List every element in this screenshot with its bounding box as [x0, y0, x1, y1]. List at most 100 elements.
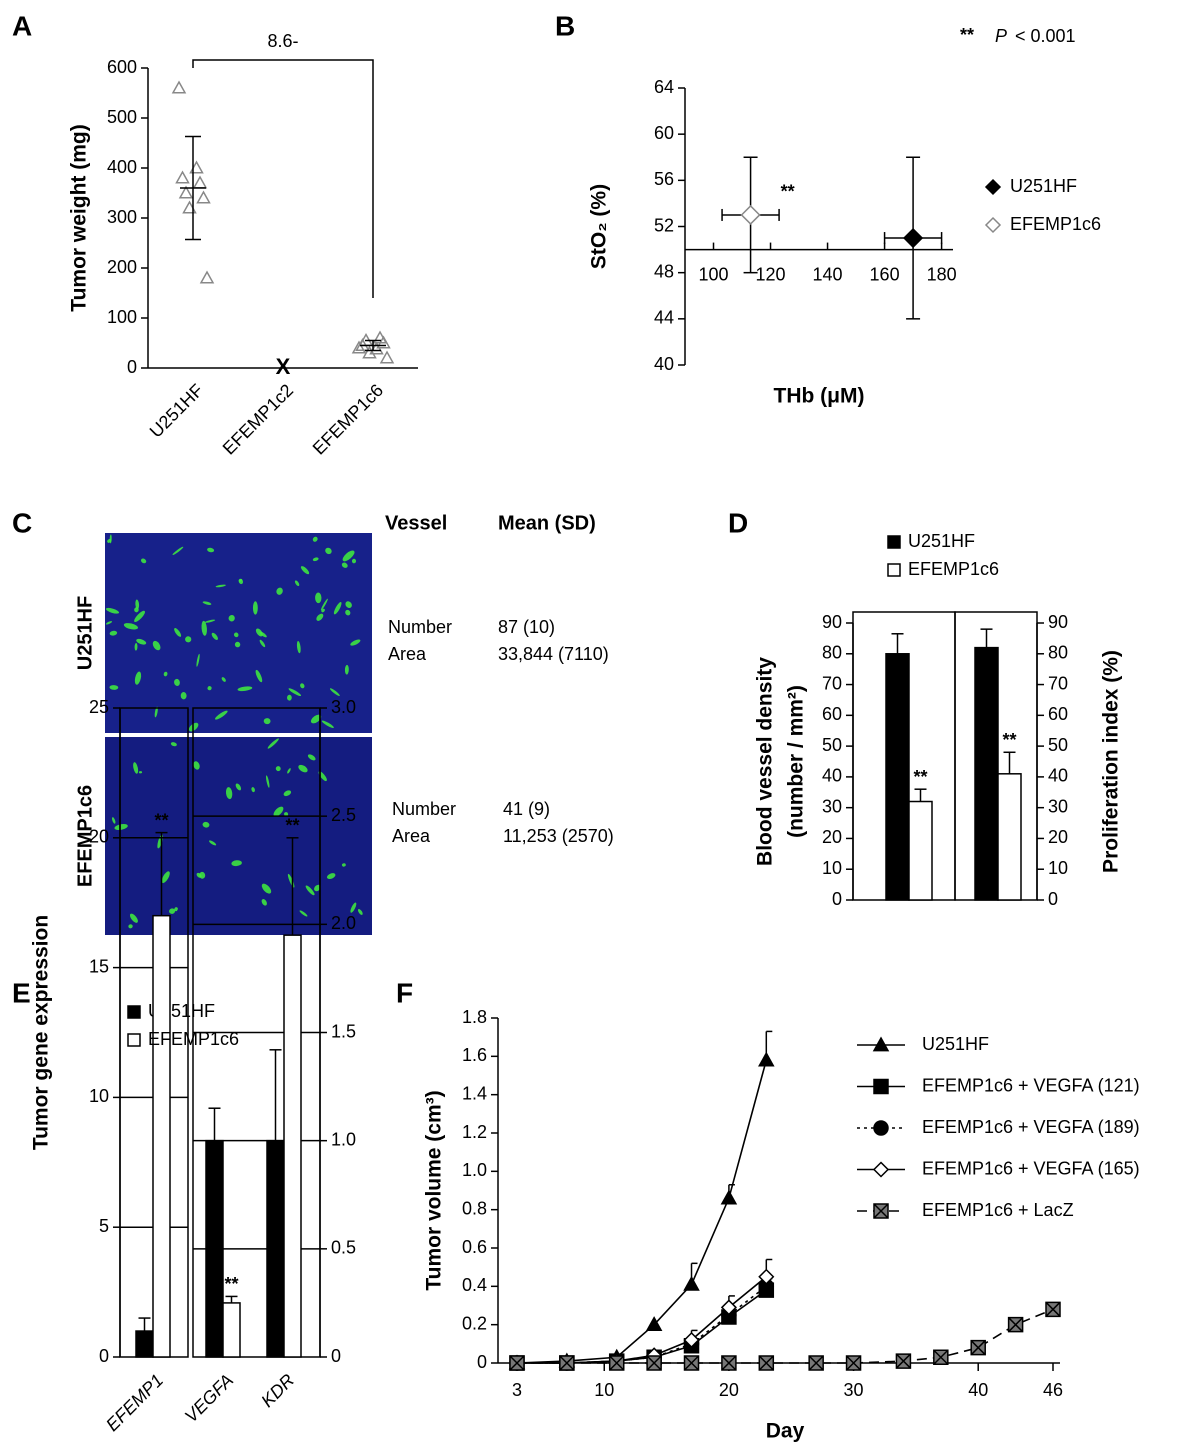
- vessel-stain: [261, 898, 267, 906]
- vessel-stain: [298, 764, 308, 773]
- bar: [205, 1139, 224, 1358]
- y2-axis-title: Proliferation index (%): [1100, 650, 1123, 873]
- table-header: Vessel: [385, 512, 447, 534]
- vessel-stain: [350, 639, 361, 646]
- vessel-stain: [237, 686, 253, 692]
- vessel-stain: [314, 884, 321, 892]
- marker: [984, 216, 1002, 234]
- x-tick-label: 40: [968, 1380, 988, 1400]
- vessel-stain: [172, 546, 184, 555]
- vessel-stain: [305, 885, 315, 896]
- vessel-stain: [345, 609, 351, 616]
- y-tick-label: 0.4: [462, 1275, 487, 1295]
- marker: [379, 350, 395, 364]
- panel-label: B: [555, 10, 575, 41]
- y-tick-label: 48: [654, 261, 674, 281]
- vessel-stain: [211, 632, 218, 640]
- legend-label: U251HF: [908, 531, 975, 551]
- vessel-stain: [344, 664, 349, 675]
- vessel-stain: [199, 871, 206, 879]
- vessel-stain: [231, 860, 242, 867]
- vessel-stain: [163, 671, 168, 677]
- panel-label: E: [12, 977, 31, 1008]
- y-tick-label: 52: [654, 215, 674, 235]
- y-tick-label: 10: [89, 1086, 109, 1106]
- marker: [683, 1355, 700, 1371]
- y-tick-label: 40: [654, 354, 674, 374]
- missing-marker: X: [276, 354, 291, 379]
- y-tick-label: 100: [107, 307, 137, 327]
- marker: [196, 190, 211, 204]
- significance-stars: **: [960, 25, 974, 45]
- marker: [1007, 1316, 1024, 1333]
- legend-label: EFEMP1c6: [1010, 214, 1101, 234]
- vessel-stain: [233, 632, 239, 638]
- y-tick-label: 0: [99, 1346, 109, 1366]
- y-tick-label: 20: [1048, 827, 1068, 847]
- vessel-stain: [185, 636, 192, 643]
- marker: [199, 270, 215, 284]
- vessel-stain: [204, 619, 216, 623]
- vessel-stain: [326, 873, 336, 880]
- vessel-stain: [333, 602, 342, 615]
- marker: [895, 1353, 912, 1369]
- y-tick-label: 60: [822, 704, 842, 724]
- table-cell: 87 (10): [498, 617, 555, 637]
- legend-label: EFEMP1c6 + VEGFA (165): [922, 1158, 1140, 1178]
- significance-label: **: [154, 810, 168, 830]
- point-annotation: **: [781, 182, 795, 202]
- bracket-annotation: 8.6-: [267, 31, 298, 51]
- vessel-stain: [312, 557, 319, 562]
- significance-label: **: [224, 1274, 238, 1294]
- vessel-stain: [329, 688, 340, 697]
- marker: [872, 1036, 890, 1052]
- marker: [559, 1355, 575, 1371]
- vessel-stain: [105, 621, 113, 625]
- y-tick-label: 30: [1048, 796, 1068, 816]
- bar: [885, 653, 910, 901]
- significance-text: < 0.001: [1015, 26, 1076, 46]
- y-tick-label: 1.2: [462, 1122, 487, 1142]
- vessel-stain: [275, 766, 281, 772]
- marker: [683, 1275, 700, 1291]
- vessel-stain: [209, 840, 217, 846]
- marker: [873, 1078, 889, 1095]
- table-cell: 41 (9): [503, 799, 550, 819]
- x-tick-label: 180: [927, 264, 957, 284]
- vessel-stain: [345, 601, 352, 609]
- vessel-stain: [134, 610, 145, 622]
- vessel-stain: [294, 580, 300, 587]
- x-tick-label: 30: [844, 1380, 864, 1400]
- legend-label: EFEMP1c6: [148, 1029, 239, 1049]
- vessel-stain: [109, 685, 119, 690]
- vessel-stain: [196, 653, 200, 667]
- vessel-stain: [266, 775, 270, 788]
- row-label: EFEMP1c6: [74, 785, 96, 887]
- marker: [808, 1355, 824, 1371]
- marker: [933, 1349, 949, 1365]
- legend-swatch: [127, 1005, 141, 1019]
- vessel-stain: [112, 817, 116, 824]
- marker: [175, 170, 190, 184]
- y-tick-label: 90: [822, 612, 842, 632]
- significance-p: P: [995, 26, 1007, 46]
- vessel-stain: [114, 824, 128, 830]
- vessel-stain: [267, 738, 279, 749]
- vessel-stain: [193, 761, 200, 770]
- vessel-stain: [174, 628, 182, 637]
- row-label: U251HF: [74, 596, 96, 670]
- y-tick-label: 56: [654, 169, 674, 189]
- y-tick-label: 25: [89, 697, 109, 717]
- vessel-stain: [207, 686, 212, 691]
- vessel-stain: [135, 599, 140, 610]
- bar: [266, 1139, 285, 1358]
- y-tick-label: 400: [107, 157, 137, 177]
- vessel-stain: [169, 908, 176, 914]
- x-tick-label: 20: [719, 1380, 739, 1400]
- y-tick-label: 0.5: [331, 1238, 356, 1258]
- significance-label: **: [285, 816, 299, 836]
- x-tick-label: 160: [870, 264, 900, 284]
- x-tick-label: 46: [1043, 1380, 1063, 1400]
- y-tick-label: 0: [832, 889, 842, 909]
- panel-label: A: [12, 10, 32, 41]
